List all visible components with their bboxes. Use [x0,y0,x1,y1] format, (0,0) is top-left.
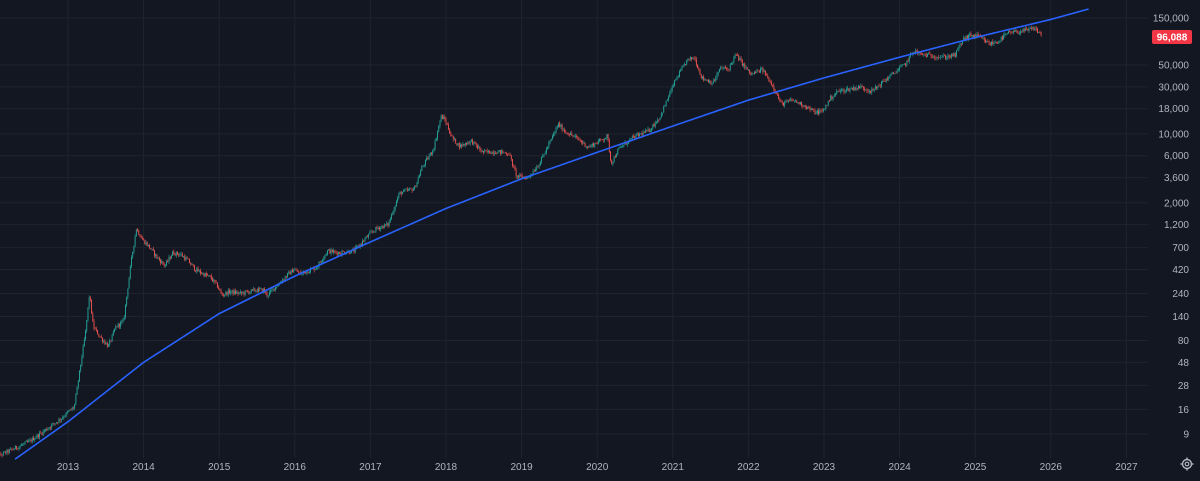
x-axis: 2013 2014 2015 2016 2017 2018 2019 2020 2021 2022… [57,462,1138,473]
candle [138,229,139,235]
candle [585,142,586,147]
candle [75,393,76,405]
y-tick-label: 50,000 [1158,61,1189,72]
candle [611,159,612,164]
x-tick-label: 2023 [813,462,836,473]
candle [136,229,137,237]
x-tick-label: 2016 [284,462,307,473]
candle [91,299,92,314]
y-tick-label: 3,600 [1164,173,1189,184]
x-tick-label: 2027 [1115,462,1138,473]
candle [130,265,131,279]
candle [617,148,618,155]
candle [859,86,860,89]
candle [769,77,770,82]
candle [217,282,218,288]
y-tick-label: 28 [1178,381,1190,392]
x-tick-label: 2019 [510,462,533,473]
y-tick-label: 1,200 [1164,220,1189,231]
candle [438,125,439,133]
candle [332,249,333,253]
last-price-label: 96,088 [1157,33,1188,44]
candle [674,80,675,87]
y-tick-label: 2,000 [1164,198,1189,209]
candle [551,139,552,142]
y-tick-label: 240 [1172,289,1189,300]
candle [144,239,145,244]
y-tick-label: 30,000 [1158,82,1189,93]
candle [205,273,206,277]
candle [172,251,173,256]
candle [489,151,490,154]
candle [194,265,195,272]
y-tick-label: 80 [1178,336,1190,347]
x-tick-label: 2025 [964,462,987,473]
candle [112,334,113,342]
x-tick-label: 2022 [737,462,760,473]
candle [85,329,86,341]
x-tick-label: 2013 [57,462,80,473]
candle [79,370,80,382]
candle [417,182,418,188]
candle [441,114,442,122]
y-tick-label: 140 [1172,312,1189,323]
y-tick-label: 420 [1172,265,1189,276]
y-tick-label: 6,000 [1164,151,1189,162]
candle [77,386,78,395]
y-tick-label: 9 [1183,430,1189,441]
candle [97,330,98,335]
candle [291,270,292,275]
x-tick-label: 2021 [662,462,685,473]
x-tick-label: 2018 [435,462,458,473]
y-tick-label: 10,000 [1158,129,1189,140]
candle [88,307,89,322]
x-tick-label: 2017 [359,462,382,473]
x-tick-label: 2015 [208,462,231,473]
candle [308,272,309,274]
candle [374,232,375,233]
x-tick-label: 2014 [132,462,155,473]
last-price-marker: 96,088 [1152,30,1192,44]
candle [747,67,748,70]
candle [83,344,84,358]
y-tick-label: 150,000 [1153,14,1190,25]
x-tick-label: 2020 [586,462,609,473]
candle [609,138,610,153]
x-tick-label: 2024 [888,462,911,473]
candle [315,269,316,270]
candle [150,248,151,249]
candle [129,277,130,289]
candle [614,156,615,163]
y-tick-label: 700 [1172,243,1189,254]
candle [455,139,456,144]
settings-gear-icon[interactable] [1178,455,1196,473]
candle [719,69,720,73]
y-tick-label: 16 [1178,405,1190,416]
y-tick-label: 48 [1178,358,1190,369]
y-tick-label: 18,000 [1158,104,1189,115]
x-tick-label: 2026 [1040,462,1063,473]
candle [660,117,661,120]
